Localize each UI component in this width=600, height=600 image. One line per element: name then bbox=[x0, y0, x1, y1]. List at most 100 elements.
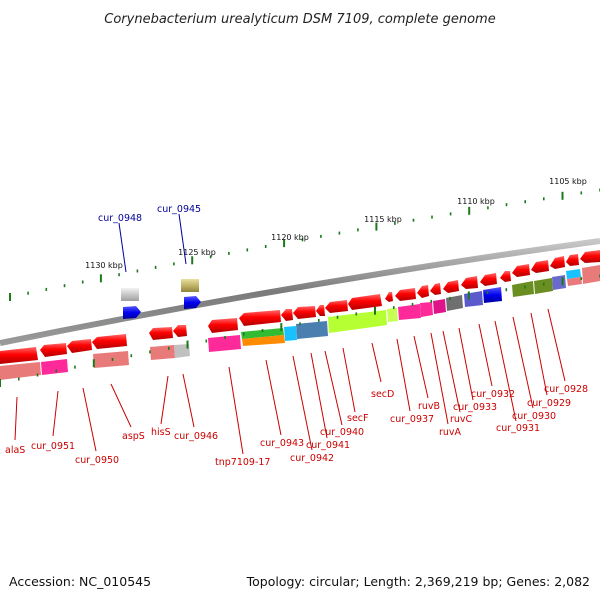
leader-cur-0929 bbox=[530, 312, 548, 396]
feature-block bbox=[483, 287, 502, 303]
genome-summary: Topology: circular; Length: 2,369,219 bp… bbox=[246, 574, 590, 589]
cds-ruvC[interactable] bbox=[430, 283, 441, 295]
leader-secF bbox=[342, 347, 356, 413]
gene-label-secD[interactable]: secD bbox=[371, 389, 394, 400]
gene-label-cur-0931[interactable]: cur_0931 bbox=[496, 423, 540, 434]
cds-cur-0928[interactable] bbox=[531, 260, 549, 273]
cds-aspS[interactable] bbox=[92, 334, 127, 349]
gene-label-cur-0928[interactable]: cur_0928 bbox=[544, 384, 588, 395]
gene-label-cur-0951[interactable]: cur_0951 bbox=[31, 441, 75, 452]
cds-cur-0930[interactable] bbox=[500, 271, 511, 282]
cds-cur-0933[interactable] bbox=[443, 280, 459, 293]
tick-label-1125: 1125 kbp bbox=[178, 248, 216, 257]
cds-cur-0937[interactable] bbox=[385, 292, 393, 302]
gene-label-ruvB[interactable]: ruvB bbox=[418, 401, 440, 412]
feature-block bbox=[387, 308, 398, 322]
tick-label-1110: 1110 kbp bbox=[457, 197, 495, 206]
feature-block bbox=[464, 291, 483, 307]
gene-label-aspS[interactable]: aspS bbox=[122, 431, 145, 442]
tick-label-1115: 1115 kbp bbox=[364, 215, 402, 224]
cds-cur-0943[interactable] bbox=[239, 310, 281, 326]
feature-block bbox=[567, 277, 582, 286]
cds-alaS[interactable] bbox=[0, 347, 38, 364]
leader-hisS bbox=[160, 375, 169, 425]
gene-label-cur-0945[interactable]: cur_0945 bbox=[157, 204, 201, 215]
leader-cur-0937 bbox=[396, 338, 411, 412]
feature-block bbox=[512, 281, 534, 297]
feature-block bbox=[0, 362, 41, 380]
gene-label-hisS[interactable]: hisS bbox=[151, 427, 171, 438]
cds-cur-0940[interactable] bbox=[316, 305, 325, 316]
feature-block bbox=[566, 269, 581, 279]
feature-block bbox=[534, 278, 553, 294]
gene-label-cur-0937[interactable]: cur_0937 bbox=[390, 414, 434, 425]
gene-label-cur-0932[interactable]: cur_0932 bbox=[471, 389, 515, 400]
gene-label-ruvC[interactable]: ruvC bbox=[450, 414, 473, 425]
gene-label-cur-0929[interactable]: cur_0929 bbox=[527, 398, 571, 409]
cds-secF[interactable] bbox=[325, 300, 348, 313]
leader-cur-0946 bbox=[182, 373, 195, 428]
feature-block bbox=[150, 345, 175, 360]
feature-block bbox=[41, 359, 68, 375]
gene-label-cur-0946[interactable]: cur_0946 bbox=[174, 431, 218, 442]
leader-cur-0933 bbox=[458, 327, 474, 401]
cds-cur-0946[interactable] bbox=[173, 325, 187, 337]
leader-alaS bbox=[14, 396, 18, 441]
cds-cur-0941[interactable] bbox=[293, 306, 316, 319]
leader-cur-0945 bbox=[178, 213, 187, 265]
inner-ticks bbox=[0, 274, 600, 387]
reverse-strand bbox=[0, 250, 600, 364]
cds-ruvB[interactable] bbox=[395, 288, 416, 301]
cds-ruvA[interactable] bbox=[417, 285, 429, 298]
feature-block bbox=[446, 295, 463, 311]
cds-cur-0945[interactable] bbox=[184, 296, 201, 309]
gene-label-cur-0948[interactable]: cur_0948 bbox=[98, 213, 142, 224]
leader-cur-0930 bbox=[512, 316, 534, 409]
cds-extra-1[interactable] bbox=[550, 256, 565, 269]
cds-cur-0948-grey[interactable] bbox=[121, 288, 139, 301]
cds-cur-0950[interactable] bbox=[67, 339, 92, 353]
leader-cur-0948 bbox=[118, 222, 127, 273]
gene-label-ruvA[interactable]: ruvA bbox=[439, 427, 462, 438]
leader-cur-0940 bbox=[324, 350, 343, 426]
feature-block bbox=[93, 351, 129, 368]
gene-label-cur-0941[interactable]: cur_0941 bbox=[306, 440, 350, 451]
leader-aspS bbox=[110, 383, 132, 428]
accession-text: Accession: NC_010545 bbox=[9, 574, 151, 589]
leader-cur-0943 bbox=[265, 359, 282, 436]
gene-label-alaS[interactable]: alaS bbox=[5, 445, 25, 456]
leader-cur-0942 bbox=[292, 355, 313, 451]
feature-block bbox=[208, 335, 241, 352]
gene-label-secF[interactable]: secF bbox=[347, 413, 368, 424]
tick-label-1130: 1130 kbp bbox=[85, 261, 123, 270]
cds-secD[interactable] bbox=[348, 294, 382, 310]
cds-cur-0932[interactable] bbox=[461, 276, 478, 289]
gene-label-cur-0933[interactable]: cur_0933 bbox=[453, 402, 497, 413]
cds-cur-0945-olive[interactable] bbox=[181, 279, 199, 292]
cds-extra-2[interactable] bbox=[566, 254, 579, 266]
gene-label-cur-0943[interactable]: cur_0943 bbox=[260, 438, 304, 449]
feature-block bbox=[241, 328, 284, 339]
gene-label-cur-0930[interactable]: cur_0930 bbox=[512, 411, 556, 422]
cds-hisS[interactable] bbox=[149, 327, 173, 340]
cds-extra-3[interactable] bbox=[580, 250, 600, 263]
cds-cur-0948[interactable] bbox=[123, 306, 141, 319]
cds-cur-0951[interactable] bbox=[40, 343, 67, 357]
feature-block bbox=[174, 344, 190, 358]
forward-labels: cur_0948 cur_0945 bbox=[98, 204, 201, 224]
genome-backbone bbox=[0, 238, 600, 346]
leader-cur-0931 bbox=[494, 320, 517, 422]
gene-label-tnp7109-17[interactable]: tnp7109-17 bbox=[215, 457, 270, 468]
leader-secD bbox=[371, 342, 382, 383]
cds-cur-0942[interactable] bbox=[281, 309, 293, 321]
cds-tnp7109-17[interactable] bbox=[208, 318, 238, 333]
cds-cur-0929[interactable] bbox=[512, 264, 530, 277]
cds-cur-0931[interactable] bbox=[480, 273, 497, 286]
feature-track bbox=[0, 265, 600, 380]
gene-label-cur-0940[interactable]: cur_0940 bbox=[320, 427, 364, 438]
gene-label-cur-0950[interactable]: cur_0950 bbox=[75, 455, 119, 466]
feature-block bbox=[398, 304, 421, 320]
gene-label-cur-0942[interactable]: cur_0942 bbox=[290, 453, 334, 464]
leader-cur-0941 bbox=[310, 352, 328, 439]
